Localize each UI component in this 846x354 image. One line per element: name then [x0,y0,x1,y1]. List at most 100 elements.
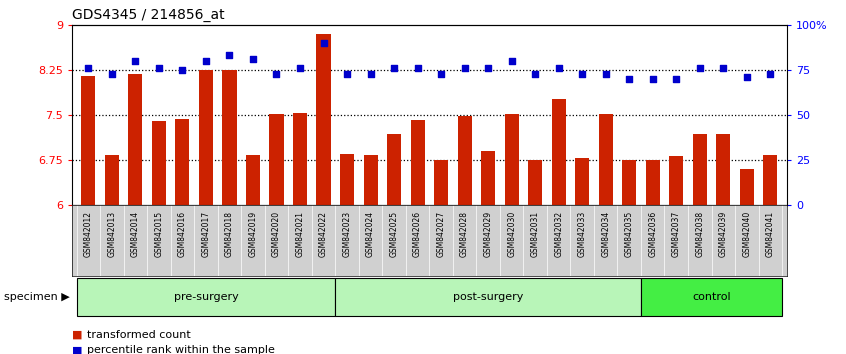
Point [294,65,307,71]
Point [364,71,377,76]
Text: GSM842022: GSM842022 [319,211,328,257]
Bar [340,154,354,205]
Text: ■: ■ [72,330,82,339]
Point [434,71,448,76]
Bar [81,76,96,205]
Text: GSM842032: GSM842032 [554,211,563,257]
Text: GSM842036: GSM842036 [648,211,657,257]
Text: GSM842040: GSM842040 [742,211,751,257]
Point [669,76,683,82]
Text: GSM842034: GSM842034 [602,211,610,257]
Text: GSM842023: GSM842023 [343,211,352,257]
Bar [129,74,142,205]
Point [411,65,425,71]
Bar [481,151,495,205]
Bar [669,156,684,205]
Bar [622,160,636,205]
Text: GSM842026: GSM842026 [413,211,422,257]
Text: GSM842017: GSM842017 [201,211,211,257]
Text: GSM842035: GSM842035 [624,211,634,257]
Point [458,65,471,71]
Text: ■: ■ [72,346,82,354]
Text: GSM842039: GSM842039 [719,211,728,257]
Text: GSM842019: GSM842019 [249,211,257,257]
Bar [364,155,377,205]
Point [81,65,95,71]
Point [505,58,519,64]
Text: GSM842029: GSM842029 [484,211,492,257]
Bar [504,114,519,205]
Text: GSM842025: GSM842025 [389,211,398,257]
Point [340,71,354,76]
Bar [222,70,237,205]
Point [740,74,754,80]
Text: transformed count: transformed count [87,330,191,339]
Text: post-surgery: post-surgery [453,291,524,302]
Bar [269,114,283,205]
Text: specimen ▶: specimen ▶ [4,292,70,302]
Text: GSM842031: GSM842031 [530,211,540,257]
Point [599,71,613,76]
Bar [77,278,335,316]
Bar [293,113,307,205]
Point [152,65,166,71]
Bar [105,155,119,205]
Bar [175,119,190,205]
Point [129,58,142,64]
Text: GSM842020: GSM842020 [272,211,281,257]
Text: GSM842016: GSM842016 [178,211,187,257]
Text: GSM842014: GSM842014 [131,211,140,257]
Text: GSM842024: GSM842024 [366,211,375,257]
Point [646,76,660,82]
Bar [552,99,566,205]
Point [105,71,118,76]
Bar [575,158,590,205]
Bar [335,278,641,316]
Bar [717,134,730,205]
Text: GSM842041: GSM842041 [766,211,775,257]
Point [552,65,565,71]
Bar [528,160,542,205]
Bar [199,70,213,205]
Bar [599,114,613,205]
Text: GSM842021: GSM842021 [295,211,305,257]
Bar [387,134,401,205]
Point [222,53,236,58]
Point [481,65,495,71]
Point [316,40,330,46]
Point [270,71,283,76]
Bar [458,116,472,205]
Bar [152,121,166,205]
Point [717,65,730,71]
Bar [410,120,425,205]
Text: control: control [692,291,731,302]
Text: GSM842013: GSM842013 [107,211,117,257]
Bar [763,155,777,205]
Text: GSM842012: GSM842012 [84,211,93,257]
Bar [641,278,782,316]
Bar [246,155,260,205]
Point [575,71,589,76]
Text: GSM842037: GSM842037 [672,211,681,257]
Text: GSM842018: GSM842018 [225,211,234,257]
Text: GSM842015: GSM842015 [155,211,163,257]
Point [764,71,777,76]
Text: percentile rank within the sample: percentile rank within the sample [87,346,275,354]
Point [529,71,542,76]
Text: GSM842038: GSM842038 [695,211,704,257]
Point [693,65,706,71]
Point [199,58,212,64]
Bar [316,34,331,205]
Point [623,76,636,82]
Text: pre-surgery: pre-surgery [173,291,239,302]
Point [176,67,190,73]
Text: GSM842028: GSM842028 [460,211,470,257]
Bar [434,160,448,205]
Bar [645,160,660,205]
Bar [739,169,754,205]
Text: GSM842030: GSM842030 [507,211,516,257]
Point [387,65,401,71]
Bar [693,134,706,205]
Text: GDS4345 / 214856_at: GDS4345 / 214856_at [72,8,224,22]
Text: GSM842033: GSM842033 [578,211,586,257]
